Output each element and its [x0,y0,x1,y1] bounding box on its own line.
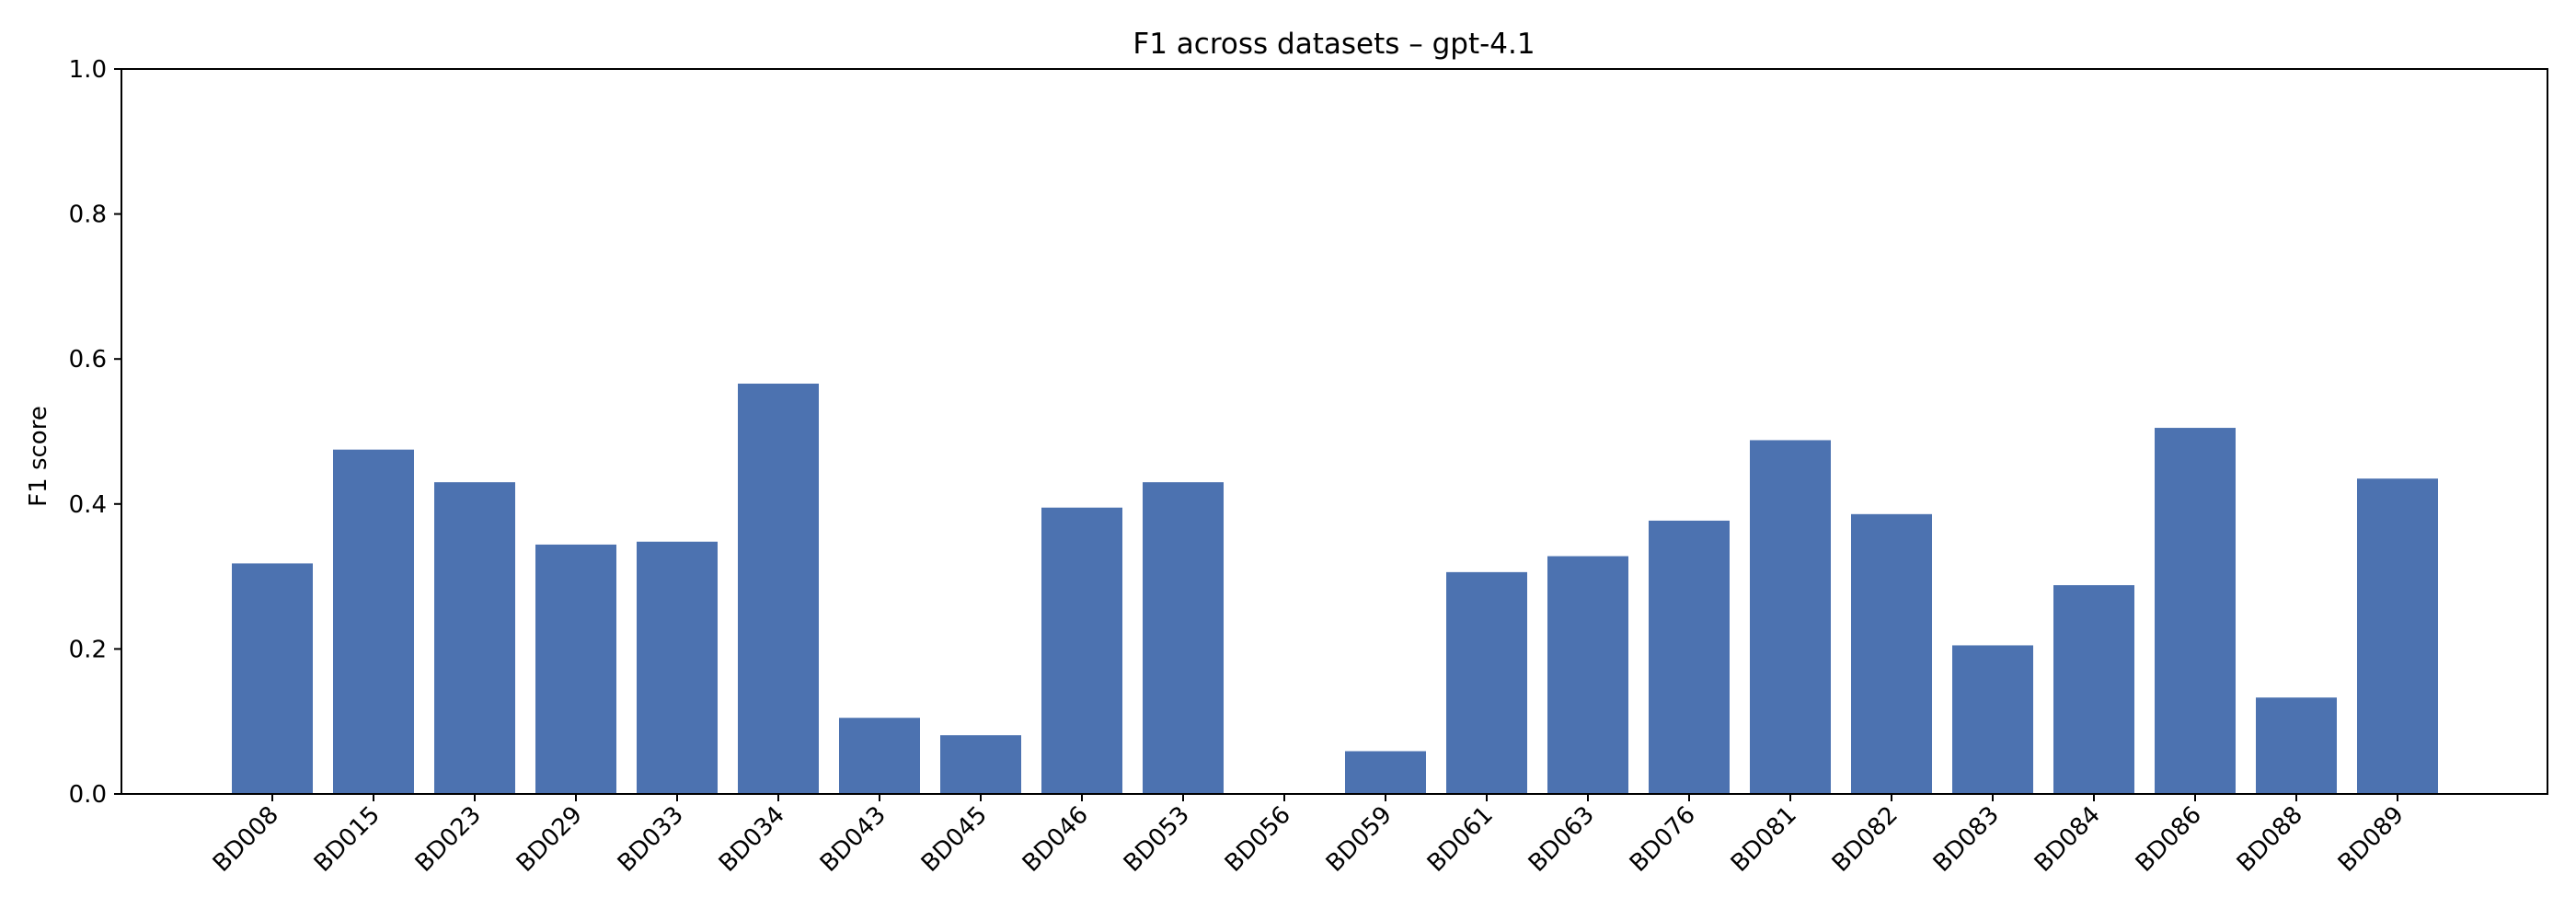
x-tick-label: BD029 [512,801,588,878]
bar-bd045 [940,735,1021,794]
x-tick-label: BD089 [2333,801,2409,878]
x-tick-label: BD023 [410,801,487,878]
bar-bd061 [1446,571,1527,794]
y-tick-label: 0.2 [69,636,107,663]
y-tick-label: 0.4 [69,491,107,519]
x-tick-label: BD061 [1422,801,1499,878]
x-tick-label: BD086 [2131,801,2207,878]
x-tick-label: BD008 [208,801,284,878]
plot-frame [121,68,2548,795]
x-tick-label: BD033 [613,801,689,878]
bar-bd008 [232,563,313,794]
x-tick-label: BD081 [1726,801,1802,878]
x-tick-label: BD043 [815,801,891,878]
y-tick-label: 0.6 [69,346,107,374]
bar-bd084 [2053,585,2134,794]
chart-title: F1 across datasets – gpt-4.1 [1133,28,1535,61]
y-tick-label: 1.0 [69,56,107,84]
bar-bd089 [2357,478,2438,794]
x-tick-label: BD083 [1928,801,2005,878]
bar-bd086 [2155,428,2236,794]
bar-bd053 [1143,482,1224,794]
bar-bd046 [1041,507,1122,794]
x-tick-label: BD046 [1018,801,1094,878]
bar-bd033 [637,541,718,794]
x-tick-label: BD088 [2232,801,2308,878]
x-tick-label: BD076 [1625,801,1701,878]
x-tick-label: BD056 [1220,801,1296,878]
bar-bd063 [1547,556,1628,794]
y-axis-label: F1 score [25,406,52,507]
bar-bd076 [1649,520,1730,794]
x-tick-label: BD045 [916,801,993,878]
bar-bd059 [1345,751,1426,794]
bar-bd023 [434,482,515,794]
bar-bd043 [839,718,920,794]
bars-layer [232,383,2438,794]
bar-bd015 [333,449,414,794]
bar-bd029 [535,544,616,794]
x-tick-label: BD059 [1321,801,1397,878]
x-tick-label: BD053 [1119,801,1195,878]
y-tick-label: 0.8 [69,201,107,229]
y-tick-label: 0.0 [69,781,107,809]
bar-bd083 [1952,645,2033,794]
x-tick-label: BD082 [1827,801,1903,878]
x-tick-label: BD015 [309,801,385,878]
x-tick-label: BD084 [2030,801,2106,878]
bar-bd081 [1750,440,1831,794]
x-tick-label: BD063 [1524,801,1600,878]
x-tick-label: BD034 [714,801,790,878]
bar-bd034 [738,383,819,794]
bar-bd088 [2256,697,2337,794]
bar-bd082 [1851,513,1932,794]
